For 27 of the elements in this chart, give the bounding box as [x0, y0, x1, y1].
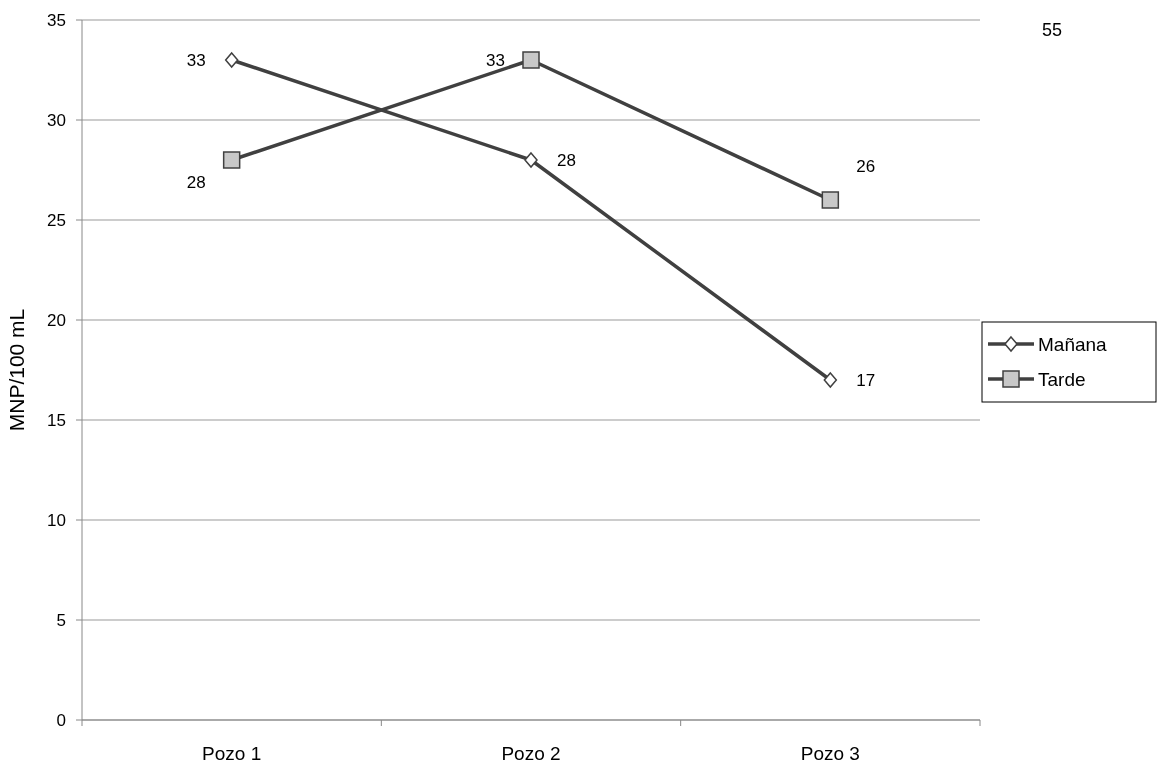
point	[823, 372, 838, 388]
y-tick-label: 20	[47, 311, 66, 330]
y-tick-label: 30	[47, 111, 66, 130]
legend-label: Tarde	[1038, 369, 1086, 390]
point	[224, 52, 239, 68]
point	[522, 51, 540, 69]
data-label: 33	[486, 51, 505, 70]
data-label: 28	[186, 173, 206, 192]
legend-label: Mañana	[1038, 334, 1108, 355]
data-label: 33	[186, 51, 206, 70]
data-label: 28	[557, 151, 576, 170]
data-label: 26	[856, 157, 876, 176]
data-label: 17	[856, 371, 876, 390]
y-tick-label: 15	[47, 411, 66, 430]
x-tick-label: Pozo 3	[800, 743, 860, 764]
y-tick-label: 0	[56, 711, 66, 730]
y-axis-title: MNP/100 mL	[5, 308, 28, 432]
point	[524, 152, 538, 168]
y-tick-label: 10	[47, 511, 66, 530]
y-tick-label: 25	[47, 211, 66, 230]
x-tick-label: Pozo 1	[202, 743, 262, 764]
point	[821, 191, 840, 209]
point	[222, 151, 241, 169]
y-tick-label: 5	[56, 611, 66, 630]
y-tick-label: 35	[47, 11, 66, 30]
text: 55	[1042, 20, 1063, 40]
x-tick-label: Pozo 2	[501, 743, 561, 764]
